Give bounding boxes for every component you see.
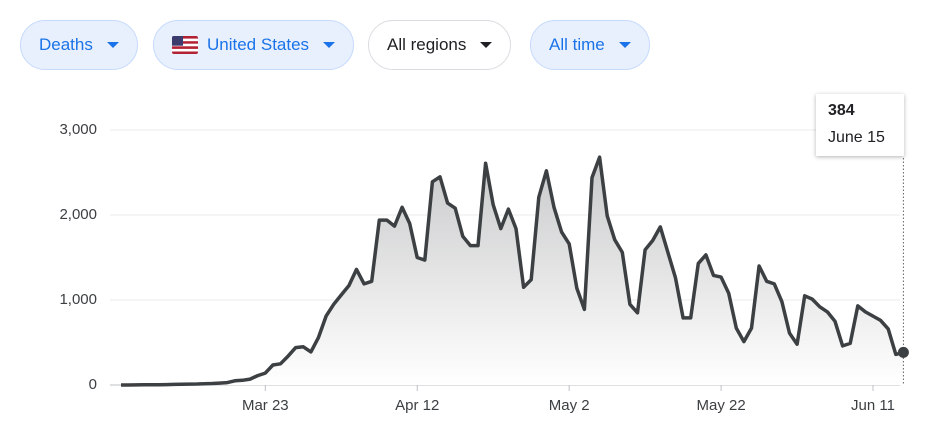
x-tick-label: May 22	[696, 397, 745, 414]
y-tick-label: 2,000	[59, 206, 97, 223]
tooltip-value: 384	[828, 102, 855, 119]
x-tick-label: Mar 23	[242, 397, 289, 414]
x-tick-label: May 2	[549, 397, 590, 414]
flag-icon	[172, 36, 198, 54]
dropdown-arrow	[106, 42, 119, 48]
dropdown-arrow	[323, 42, 336, 48]
filter-chip[interactable]: All regions	[368, 20, 512, 70]
line	[121, 155, 904, 387]
x-tick-label: Apr 12	[395, 397, 439, 414]
tooltip: 384 June 15	[816, 94, 904, 156]
hover-point	[897, 346, 909, 358]
dropdown-arrow	[480, 42, 493, 48]
filter-label: All regions	[387, 35, 467, 54]
y-tick-label: 0	[89, 376, 97, 393]
x-tick-label: Jun 11	[851, 397, 895, 414]
filter-chip[interactable]: United States	[153, 20, 355, 70]
area	[121, 157, 904, 385]
y-tick-label: 3,000	[59, 121, 97, 138]
filter-label: All time	[549, 35, 605, 54]
y-tick-label: 1,000	[59, 291, 97, 308]
dropdown-arrow	[618, 42, 631, 48]
filter-label: United States	[207, 35, 310, 54]
filter-chip[interactable]: Deaths	[20, 20, 138, 70]
filter-label: Deaths	[39, 35, 93, 54]
tooltip-date: June 15	[828, 129, 885, 146]
filter-chip[interactable]: All time	[530, 20, 650, 70]
